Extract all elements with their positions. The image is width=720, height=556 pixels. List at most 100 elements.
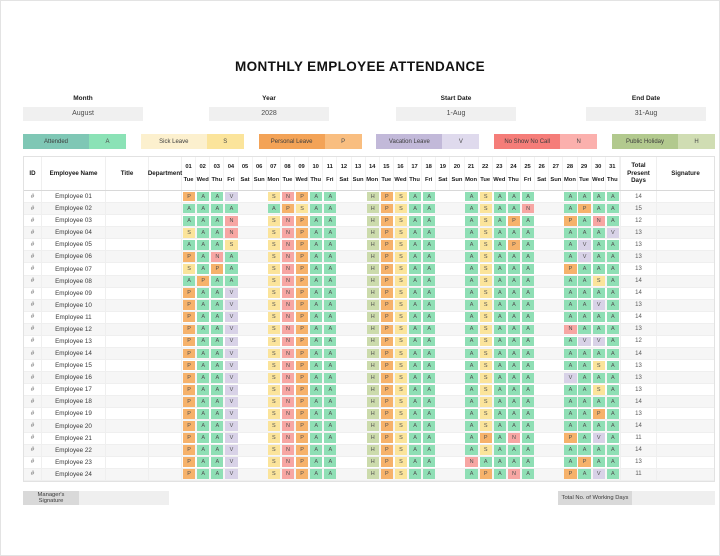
attendance-cell-day-22[interactable]: S (479, 227, 493, 238)
attendance-cell-day-01[interactable]: A (182, 239, 196, 250)
attendance-cell-day-29[interactable]: P (578, 203, 592, 214)
attendance-cell-day-12[interactable] (337, 336, 351, 347)
attendance-cell-day-13[interactable] (352, 312, 366, 323)
attendance-cell-day-05[interactable] (239, 263, 253, 274)
attendance-cell-day-21[interactable]: A (465, 312, 479, 323)
attendance-cell-day-22[interactable]: P (479, 469, 493, 480)
attendance-cell-day-30[interactable]: A (592, 324, 606, 335)
attendance-cell-day-09[interactable]: P (295, 396, 309, 407)
attendance-cell-day-30[interactable]: A (592, 396, 606, 407)
attendance-cell-day-12[interactable] (337, 396, 351, 407)
attendance-cell-day-22[interactable]: S (479, 312, 493, 323)
attendance-cell-day-23[interactable]: A (493, 457, 507, 468)
attendance-cell-day-11[interactable]: A (323, 263, 337, 274)
attendance-cell-day-28[interactable]: A (563, 420, 577, 431)
attendance-cell-day-29[interactable]: A (578, 372, 592, 383)
attendance-cell-day-09[interactable]: P (295, 469, 309, 480)
attendance-cell-day-28[interactable]: A (563, 300, 577, 311)
attendance-cell-day-26[interactable] (535, 276, 549, 287)
attendance-cell-day-04[interactable]: V (224, 469, 238, 480)
attendance-cell-day-13[interactable] (352, 251, 366, 262)
employee-name-cell[interactable]: Employee 12 (42, 323, 106, 335)
attendance-cell-day-21[interactable]: A (465, 288, 479, 299)
attendance-cell-day-02[interactable]: A (196, 469, 210, 480)
attendance-cell-day-12[interactable] (337, 276, 351, 287)
attendance-cell-day-16[interactable]: S (394, 288, 408, 299)
attendance-cell-day-10[interactable]: A (309, 396, 323, 407)
attendance-cell-day-08[interactable]: N (281, 469, 295, 480)
attendance-cell-day-23[interactable]: A (493, 300, 507, 311)
attendance-cell-day-24[interactable]: A (507, 191, 521, 202)
attendance-cell-day-04[interactable]: V (224, 348, 238, 359)
attendance-cell-day-27[interactable] (549, 215, 563, 226)
attendance-cell-day-13[interactable] (352, 469, 366, 480)
attendance-cell-day-06[interactable] (253, 203, 267, 214)
attendance-cell-day-29[interactable]: A (578, 312, 592, 323)
attendance-cell-day-29[interactable]: A (578, 324, 592, 335)
attendance-cell-day-05[interactable] (239, 312, 253, 323)
attendance-cell-day-25[interactable]: A (521, 396, 535, 407)
employee-id-cell[interactable]: # (24, 360, 42, 372)
employee-id-cell[interactable]: # (24, 227, 42, 239)
employee-name-cell[interactable]: Employee 07 (42, 263, 106, 275)
attendance-cell-day-29[interactable]: A (578, 420, 592, 431)
attendance-cell-day-09[interactable]: P (295, 300, 309, 311)
signature-cell[interactable] (657, 433, 714, 444)
attendance-cell-day-02[interactable]: A (196, 324, 210, 335)
attendance-cell-day-28[interactable]: P (563, 263, 577, 274)
attendance-cell-day-28[interactable]: P (563, 433, 577, 444)
attendance-cell-day-18[interactable]: A (422, 408, 436, 419)
attendance-cell-day-27[interactable] (549, 276, 563, 287)
attendance-cell-day-18[interactable]: A (422, 300, 436, 311)
attendance-cell-day-17[interactable]: A (408, 227, 422, 238)
attendance-cell-day-13[interactable] (352, 384, 366, 395)
attendance-cell-day-30[interactable]: V (592, 300, 606, 311)
attendance-cell-day-03[interactable]: A (210, 445, 224, 456)
attendance-cell-day-11[interactable]: A (323, 348, 337, 359)
attendance-cell-day-23[interactable]: A (493, 348, 507, 359)
attendance-cell-day-13[interactable] (352, 372, 366, 383)
attendance-cell-day-13[interactable] (352, 360, 366, 371)
attendance-cell-day-26[interactable] (535, 433, 549, 444)
attendance-cell-day-02[interactable]: A (196, 203, 210, 214)
attendance-cell-day-03[interactable]: A (210, 300, 224, 311)
attendance-cell-day-24[interactable]: A (507, 288, 521, 299)
signature-cell[interactable] (657, 312, 714, 323)
attendance-cell-day-13[interactable] (352, 276, 366, 287)
attendance-cell-day-21[interactable]: A (465, 372, 479, 383)
attendance-cell-day-22[interactable]: S (479, 191, 493, 202)
attendance-cell-day-14[interactable]: H (366, 457, 380, 468)
attendance-cell-day-05[interactable] (239, 457, 253, 468)
attendance-cell-day-22[interactable]: S (479, 445, 493, 456)
attendance-cell-day-25[interactable]: A (521, 348, 535, 359)
attendance-cell-day-27[interactable] (549, 457, 563, 468)
attendance-cell-day-07[interactable]: S (267, 312, 281, 323)
manager-signature-cell[interactable] (79, 491, 169, 505)
attendance-cell-day-15[interactable]: P (380, 384, 394, 395)
employee-id-cell[interactable]: # (24, 263, 42, 275)
attendance-cell-day-31[interactable]: A (606, 433, 620, 444)
attendance-cell-day-18[interactable]: A (422, 336, 436, 347)
attendance-cell-day-10[interactable]: A (309, 408, 323, 419)
attendance-cell-day-18[interactable]: A (422, 420, 436, 431)
attendance-cell-day-31[interactable]: A (606, 445, 620, 456)
attendance-cell-day-26[interactable] (535, 360, 549, 371)
attendance-cell-day-19[interactable] (436, 336, 450, 347)
working-days-cell[interactable] (632, 491, 715, 505)
attendance-cell-day-31[interactable]: A (606, 396, 620, 407)
attendance-cell-day-06[interactable] (253, 276, 267, 287)
attendance-cell-day-08[interactable]: N (281, 215, 295, 226)
attendance-cell-day-24[interactable]: A (507, 360, 521, 371)
attendance-cell-day-16[interactable]: S (394, 445, 408, 456)
employee-id-cell[interactable]: # (24, 348, 42, 360)
attendance-cell-day-08[interactable]: N (281, 288, 295, 299)
attendance-cell-day-09[interactable]: P (295, 239, 309, 250)
attendance-cell-day-19[interactable] (436, 300, 450, 311)
attendance-cell-day-21[interactable]: A (465, 263, 479, 274)
attendance-cell-day-11[interactable]: A (323, 360, 337, 371)
attendance-cell-day-04[interactable]: A (224, 276, 238, 287)
employee-name-cell[interactable]: Employee 20 (42, 420, 106, 432)
attendance-cell-day-21[interactable]: A (465, 227, 479, 238)
attendance-cell-day-01[interactable]: P (182, 312, 196, 323)
attendance-cell-day-12[interactable] (337, 445, 351, 456)
